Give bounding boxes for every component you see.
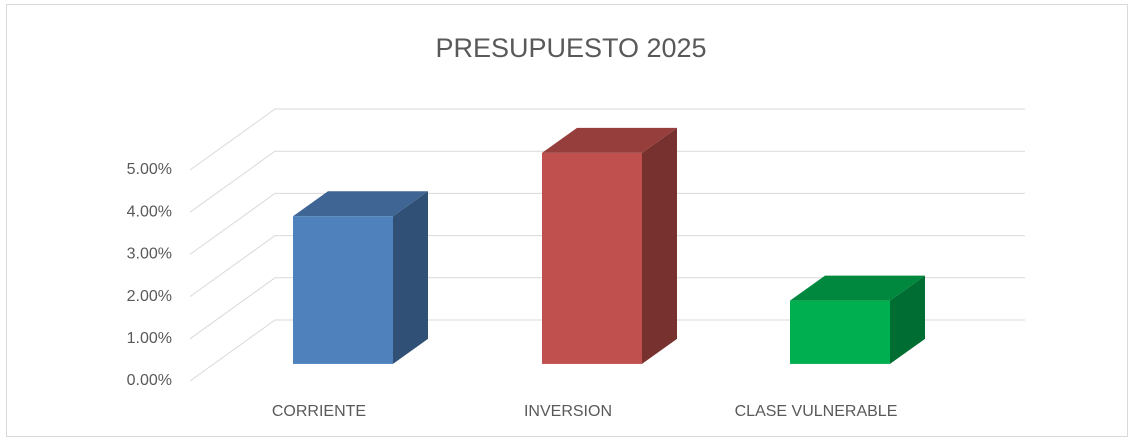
y-tick-label: 0.00% [127, 372, 172, 389]
grid-line [189, 235, 1025, 298]
grid-line [189, 277, 1025, 340]
y-tick-label: 4.00% [127, 203, 172, 220]
grid-line [189, 108, 1025, 171]
bar-top [790, 275, 925, 301]
grid-line [189, 192, 1025, 255]
bar-side [393, 191, 428, 364]
y-tick-label: 3.00% [127, 246, 172, 263]
x-tick-label: CLASE VULNERABLE [735, 403, 898, 420]
grid-line [189, 319, 1025, 382]
y-tick-label: 1.00% [127, 330, 172, 347]
bar-top [542, 127, 677, 153]
bar [293, 216, 393, 364]
bar-side [642, 127, 677, 364]
grid-line [189, 150, 1025, 213]
y-tick-label: 5.00% [127, 161, 172, 178]
y-tick-label: 2.00% [127, 288, 172, 305]
x-tick-label: CORRIENTE [272, 403, 366, 420]
bar [790, 300, 890, 364]
chart-title: PRESUPUESTO 2025 [435, 33, 706, 63]
bar-side [890, 275, 925, 364]
x-tick-label: INVERSION [524, 403, 612, 420]
bar [542, 152, 642, 364]
bar-top [293, 191, 428, 217]
